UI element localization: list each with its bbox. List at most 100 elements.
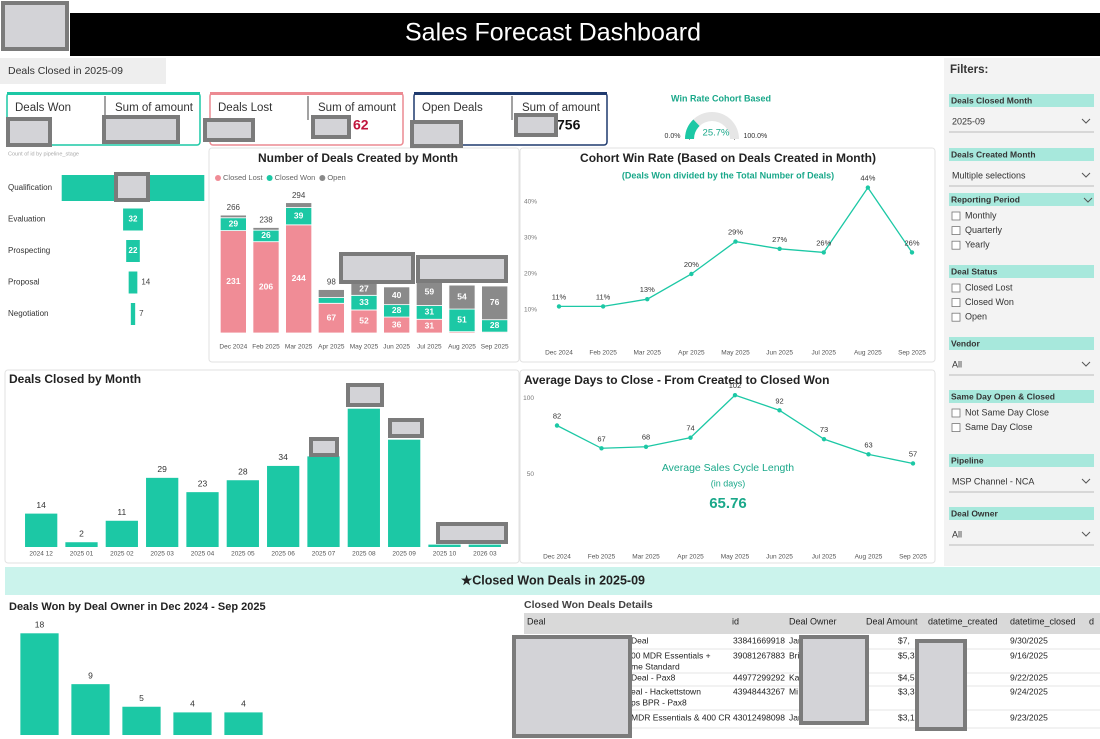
- x-tick-label: Jul 2025: [811, 350, 836, 357]
- table-cell: 43012498098: [733, 712, 785, 722]
- data-label: 102: [729, 381, 742, 390]
- x-tick-label: Feb 2025: [589, 350, 617, 357]
- filter-option: Open: [965, 312, 987, 322]
- header-bar: [70, 13, 1100, 56]
- bar-segment: [252, 227, 280, 231]
- data-label: 63: [864, 440, 872, 449]
- data-label: 28: [490, 320, 500, 330]
- x-tick-label: 2025 10: [433, 551, 457, 558]
- data-label: 32: [129, 215, 138, 224]
- subheader-bg: [0, 58, 166, 84]
- data-label: 73: [820, 425, 828, 434]
- x-tick-label: Sep 2025: [899, 554, 927, 561]
- table-cell: Deal - Pax8: [631, 672, 676, 682]
- kpi-amount-label: Sum of amount: [115, 102, 194, 114]
- x-tick-label: Sep 2025: [481, 344, 509, 351]
- point: [600, 304, 606, 309]
- table-cell: 9/23/2025: [1010, 712, 1048, 722]
- chart-panel: [519, 147, 936, 363]
- data-label: 59: [425, 287, 435, 297]
- table-cell: Jar: [789, 712, 801, 722]
- data-label: 76: [490, 297, 500, 307]
- gauge-value: [685, 119, 700, 139]
- table-cell: $3,1: [898, 712, 915, 722]
- y-tick-label: 40%: [524, 199, 537, 206]
- bar-segment: [317, 297, 345, 304]
- data-label: 28: [392, 305, 402, 315]
- x-tick-label: Apr 2025: [677, 554, 704, 561]
- table-cell: $3,3: [898, 686, 915, 696]
- bar: [173, 712, 212, 735]
- data-label: 18: [35, 620, 45, 630]
- data-label: 39: [294, 210, 304, 220]
- checkbox: [951, 423, 961, 433]
- x-tick-label: 2025 04: [191, 551, 215, 558]
- point: [688, 435, 693, 440]
- y-tick-label: 50: [527, 471, 535, 478]
- table-header: id: [732, 616, 739, 626]
- data-label: 11%: [552, 292, 567, 301]
- table-title: Closed Won Deals Details: [524, 599, 653, 611]
- table-header: datetime_closed: [1010, 616, 1076, 626]
- bar-segment: [317, 289, 345, 298]
- data-label: 206: [259, 282, 273, 292]
- bar: [25, 513, 58, 547]
- kpi-amount: 62: [353, 117, 369, 133]
- banner-bg: [5, 567, 1100, 595]
- bar: [428, 544, 461, 547]
- filter-title: Vendor: [951, 338, 981, 348]
- legend-marker: [319, 175, 326, 181]
- data-label: 28: [238, 466, 248, 476]
- data-label: 230: [126, 183, 140, 192]
- table-cell: 33841669918: [733, 635, 785, 645]
- data-label: 67: [327, 312, 337, 322]
- bar: [126, 240, 140, 262]
- data-label: 29: [157, 464, 167, 474]
- x-tick-label: May 2025: [721, 350, 750, 357]
- bar: [224, 712, 263, 735]
- data-label: 68: [642, 433, 650, 442]
- table-header: Deal Owner: [789, 616, 837, 626]
- gauge-value-label: 25.7%: [703, 128, 730, 139]
- bar-segment: [285, 224, 313, 334]
- bar-segment: [219, 214, 247, 219]
- table-cell: 9/16/2025: [1010, 650, 1048, 660]
- banner: ★Closed Won Deals in 2025-09: [461, 573, 645, 587]
- filter-value: 2025-09: [952, 116, 985, 126]
- table-cell: Jan: [789, 635, 803, 645]
- data-label: 82: [553, 411, 561, 420]
- kpi-amount-label: Sum of amount: [522, 102, 601, 114]
- filter-option: Quarterly: [965, 225, 1003, 235]
- data-label: 57: [909, 449, 917, 458]
- point: [556, 304, 562, 309]
- bar-segment: [383, 286, 411, 306]
- filter-value: All: [952, 529, 962, 539]
- x-tick-label: May 2025: [350, 344, 379, 351]
- checkbox: [951, 312, 961, 322]
- gauge-tick-label: 100.0%: [744, 133, 768, 140]
- x-tick-label: Jun 2025: [383, 344, 410, 351]
- data-label: 29: [229, 218, 239, 228]
- bar: [146, 477, 179, 547]
- data-label: 38: [319, 443, 329, 453]
- bar: [128, 271, 138, 294]
- x-tick-label: Dec 2024: [545, 350, 573, 357]
- dropdown-chevron: [1081, 172, 1091, 178]
- chart-subtitle: (Deals Won divided by the Total Number o…: [622, 170, 834, 180]
- chart-title: Deals Closed by Month: [9, 372, 141, 386]
- annotation: Average Sales Cycle Length: [662, 462, 794, 474]
- y-tick-label: 10%: [524, 307, 537, 314]
- table-cell: $4,5: [898, 672, 915, 682]
- kpi-card-top: [414, 92, 607, 95]
- point: [643, 444, 649, 449]
- table-header: Deal: [527, 616, 546, 626]
- chart-title: Win Rate Cohort Based: [671, 93, 771, 103]
- annotation: (in days): [711, 478, 746, 488]
- checkbox: [951, 240, 961, 250]
- x-tick-label: Dec 2024: [219, 344, 247, 351]
- legend-marker: [215, 175, 221, 181]
- data-label: 22: [129, 246, 138, 255]
- filter-title: Deals Closed Month: [951, 95, 1032, 105]
- table-cell: eal - Hackettstown: [631, 686, 701, 696]
